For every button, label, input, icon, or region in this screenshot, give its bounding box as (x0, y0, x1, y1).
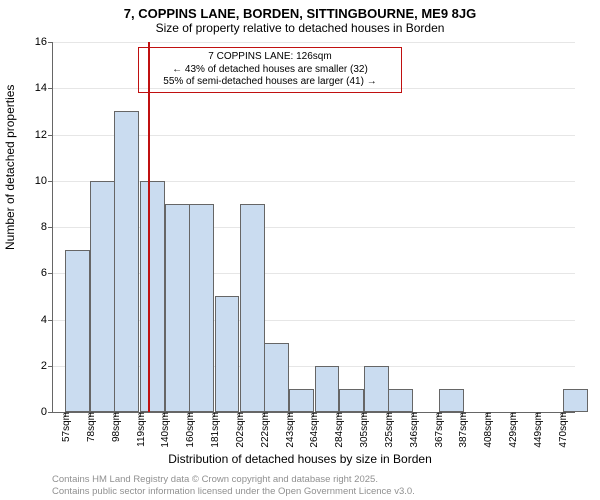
chart-title-sub: Size of property relative to detached ho… (0, 21, 600, 35)
xtick-label: 346sqm (409, 412, 420, 448)
histogram-bar (264, 343, 289, 412)
ytick-mark (48, 88, 53, 89)
xtick-label: 78sqm (86, 412, 97, 442)
histogram-bar (364, 366, 389, 412)
ytick-mark (48, 273, 53, 274)
xtick-label: 57sqm (61, 412, 72, 442)
ytick-mark (48, 320, 53, 321)
histogram-bar (563, 389, 588, 412)
xtick-label: 264sqm (309, 412, 320, 448)
xtick-label: 140sqm (160, 412, 171, 448)
xtick-label: 119sqm (136, 412, 147, 447)
ytick-mark (48, 366, 53, 367)
xtick-label: 222sqm (260, 412, 271, 448)
x-axis-label: Distribution of detached houses by size … (0, 452, 600, 466)
histogram-bar (388, 389, 413, 412)
histogram-bar (339, 389, 364, 412)
annotation-line2: ← 43% of detached houses are smaller (32… (145, 64, 395, 77)
histogram-bar (240, 204, 265, 412)
ytick-mark (48, 227, 53, 228)
xtick-label: 367sqm (434, 412, 445, 448)
y-axis-label: Number of detached properties (3, 85, 17, 250)
histogram-bar (215, 296, 240, 412)
ytick-label: 12 (35, 129, 47, 141)
xtick-label: 305sqm (359, 412, 370, 448)
xtick-label: 408sqm (483, 412, 494, 448)
histogram-bar (165, 204, 190, 412)
xtick-label: 284sqm (334, 412, 345, 448)
histogram-bar (439, 389, 464, 412)
histogram-bar (90, 181, 115, 412)
histogram-bar (140, 181, 165, 412)
histogram-bar (289, 389, 314, 412)
histogram-bar (114, 111, 139, 412)
chart-container: 7, COPPINS LANE, BORDEN, SITTINGBOURNE, … (0, 0, 600, 500)
ytick-mark (48, 181, 53, 182)
xtick-label: 387sqm (458, 412, 469, 448)
plot-area: 024681012141657sqm78sqm98sqm119sqm140sqm… (52, 42, 575, 413)
footer-attribution: Contains HM Land Registry data © Crown c… (52, 474, 415, 498)
reference-line (148, 42, 150, 412)
ytick-label: 14 (35, 82, 47, 94)
annotation-box: 7 COPPINS LANE: 126sqm ← 43% of detached… (138, 47, 402, 93)
footer-line2: Contains public sector information licen… (52, 486, 415, 498)
ytick-label: 10 (35, 175, 47, 187)
ytick-label: 4 (41, 314, 47, 326)
ytick-label: 6 (41, 267, 47, 279)
annotation-line1: 7 COPPINS LANE: 126sqm (145, 51, 395, 64)
ytick-label: 8 (41, 221, 47, 233)
xtick-label: 470sqm (558, 412, 569, 448)
ytick-label: 2 (41, 360, 47, 372)
gridline (53, 42, 575, 43)
xtick-label: 243sqm (285, 412, 296, 448)
histogram-bar (315, 366, 340, 412)
xtick-label: 202sqm (235, 412, 246, 448)
ytick-mark (48, 42, 53, 43)
xtick-label: 181sqm (210, 412, 221, 448)
xtick-label: 449sqm (533, 412, 544, 448)
ytick-label: 16 (35, 36, 47, 48)
ytick-mark (48, 135, 53, 136)
histogram-bar (189, 204, 214, 412)
xtick-label: 98sqm (111, 412, 122, 442)
xtick-label: 429sqm (508, 412, 519, 448)
ytick-mark (48, 412, 53, 413)
xtick-label: 325sqm (384, 412, 395, 448)
xtick-label: 160sqm (185, 412, 196, 448)
ytick-label: 0 (41, 406, 47, 418)
footer-line1: Contains HM Land Registry data © Crown c… (52, 474, 415, 486)
chart-title-main: 7, COPPINS LANE, BORDEN, SITTINGBOURNE, … (0, 0, 600, 21)
histogram-bar (65, 250, 90, 412)
annotation-line3: 55% of semi-detached houses are larger (… (145, 76, 395, 89)
